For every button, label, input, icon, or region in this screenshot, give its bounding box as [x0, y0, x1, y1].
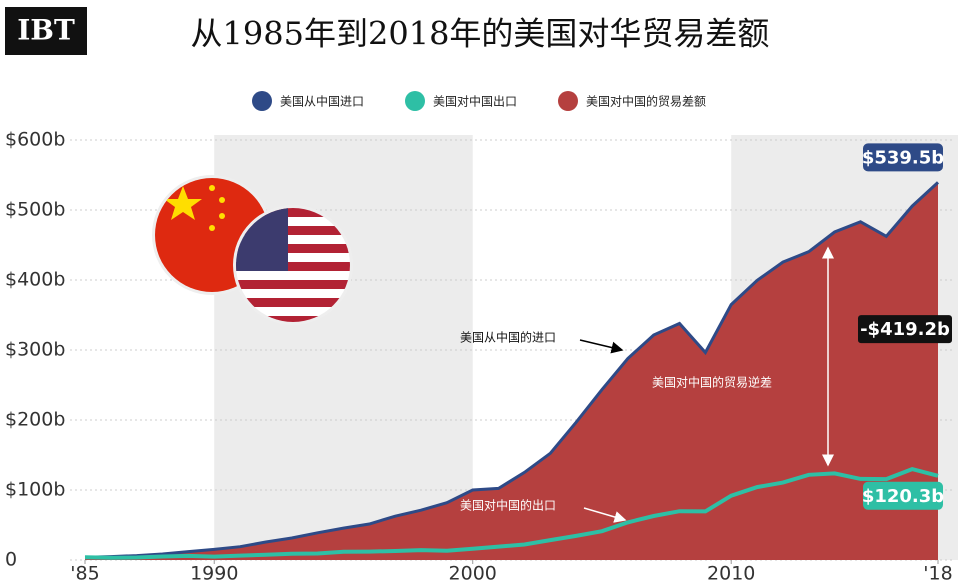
annotation: 美国对中国的出口	[460, 498, 556, 513]
y-tick-label: $600b	[5, 129, 65, 151]
import-area	[85, 182, 938, 560]
x-tick-label: '85	[70, 563, 99, 585]
annotation-arrow	[583, 507, 627, 523]
y-tick-label: $300b	[5, 339, 65, 361]
annotation: 美国对中国的贸易逆差	[652, 375, 772, 390]
grid: 0 $100b $200b $300b $400b $500b $600b '85 1990 20…	[5, 129, 955, 585]
legend-swatch	[405, 91, 425, 111]
x-tick-label: 2000	[449, 563, 497, 585]
y-tick-label: $200b	[5, 409, 65, 431]
chart-title: 从1985年到2018年的美国对华贸易差额	[191, 15, 770, 53]
legend-label: 美国对中国的贸易差额	[586, 94, 706, 109]
plot	[84, 181, 940, 560]
value-label-box	[863, 143, 943, 172]
deficit-label: -$419.2b	[860, 319, 950, 340]
logo: IBT	[17, 14, 75, 47]
value-label: $539.5b	[862, 147, 944, 168]
flags	[152, 175, 353, 325]
import-line	[84, 181, 940, 559]
y-tick-label: $400b	[5, 269, 65, 291]
legend-swatch	[558, 91, 578, 111]
y-tick-label: $100b	[5, 479, 65, 501]
logo-box	[5, 7, 87, 55]
x-tick-label: 2010	[707, 563, 755, 585]
legend: 美国从中国进口 美国对中国出口 美国对中国的贸易差额	[252, 91, 706, 111]
x-tick-label: 1990	[190, 563, 238, 585]
value-label: $120.3b	[862, 486, 944, 507]
y-tick-label: 0	[5, 549, 17, 571]
legend-swatch	[252, 91, 272, 111]
annotation: 美国从中国的进口	[460, 330, 556, 345]
x-tick-label: '18	[923, 563, 952, 585]
value-label-box	[863, 481, 943, 510]
annotation-arrow	[579, 339, 624, 354]
legend-label: 美国从中国进口	[280, 94, 364, 109]
legend-label: 美国对中国出口	[433, 94, 517, 109]
y-tick-label: $500b	[5, 199, 65, 221]
export-line	[84, 467, 939, 560]
deficit-box	[858, 315, 952, 344]
